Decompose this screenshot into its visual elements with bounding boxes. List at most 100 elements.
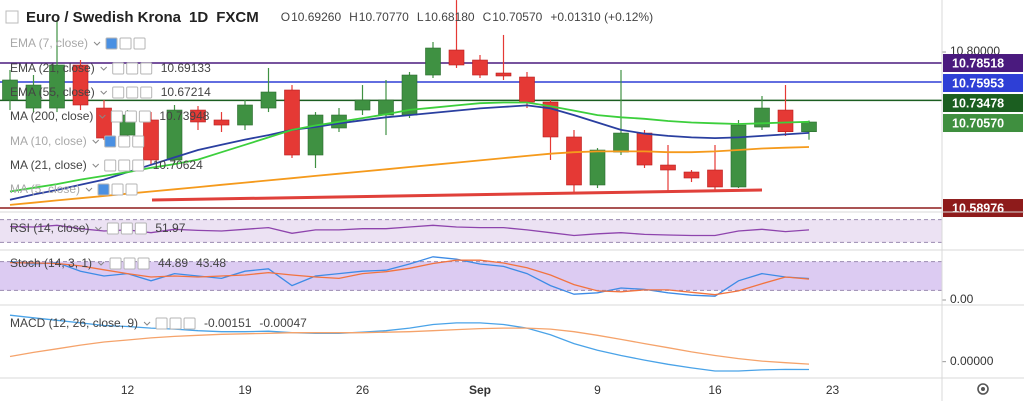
legend-icon (183, 317, 196, 330)
candle-body (472, 59, 488, 76)
candle-body (284, 89, 300, 156)
candle-body (519, 76, 535, 103)
header-open-label: O (281, 10, 290, 24)
legend-icon (155, 317, 168, 330)
header-low: 10.68180 (425, 10, 475, 24)
price-label-box (943, 114, 1023, 133)
legend-label: EMA (55, close) (10, 85, 95, 99)
x-tick-label: 9 (594, 383, 601, 397)
legend-chevron (92, 163, 100, 168)
legend-chevron (92, 139, 100, 144)
legend-label: EMA (7, close) (10, 36, 88, 50)
header-close-label: C (483, 10, 492, 24)
legend-icon (132, 159, 145, 172)
legend-value: 10.69133 (161, 61, 211, 75)
x-tick-label: 19 (238, 383, 252, 397)
candle-body (589, 149, 606, 186)
legend-icon (126, 62, 139, 75)
legend-icon (109, 257, 122, 270)
candle-body (260, 91, 277, 109)
legend-icon (105, 37, 118, 50)
legend-icon (119, 37, 132, 50)
legend-value: 51.97 (155, 221, 185, 235)
legend-icon (138, 110, 151, 123)
legend-icon (97, 183, 110, 196)
price-label: 10.78518 (952, 56, 1004, 70)
price-label-box (943, 94, 1023, 113)
legend-value: -0.00151 (204, 316, 252, 330)
legend-icon (120, 222, 133, 235)
candle-body (96, 107, 112, 139)
legend-label: MA (200, close) (10, 109, 93, 123)
legend-chevron (95, 226, 102, 231)
legend-chevron (143, 321, 151, 326)
trend-line (151, 188, 763, 202)
candle-body (683, 171, 700, 179)
candle-body (190, 109, 206, 123)
legend-value: -0.00047 (259, 316, 307, 330)
candle-body (566, 136, 582, 186)
price-label: 10.58976 (952, 201, 1004, 215)
symbol-checkbox[interactable] (5, 10, 19, 24)
legend-icon (112, 62, 125, 75)
legend-chevron (100, 66, 108, 71)
legend-label: MA (21, close) (10, 158, 87, 172)
legend-chevron (100, 90, 108, 95)
indicator-line (9, 314, 810, 372)
legend-icon (104, 159, 117, 172)
candle-body (495, 72, 512, 77)
legend-icon (118, 135, 131, 148)
legend-icon (140, 86, 153, 99)
indicator-line (9, 327, 810, 365)
legend-icon (124, 110, 137, 123)
legend-label: MACD (12, 26, close, 9) (10, 316, 138, 330)
legend-icon (125, 183, 138, 196)
price-label-box (943, 74, 1023, 93)
candle-body (307, 114, 324, 156)
legend-icon (110, 110, 123, 123)
header-source: FXCM (216, 9, 259, 26)
legend-icon (132, 135, 145, 148)
header-interval: 1D (189, 9, 208, 26)
header-open: 10.69260 (291, 10, 341, 24)
candle-body (237, 104, 253, 126)
candle-body (49, 64, 65, 109)
settings-gear[interactable] (977, 383, 989, 395)
legend-chevron (85, 187, 93, 192)
price-label-box (943, 199, 1023, 218)
text-layer: Euro / Swedish Krona 1D FXCM O 10.69260 H 10.… (5, 9, 1023, 397)
legend-icon (137, 257, 150, 270)
legend-value: 10.73948 (159, 109, 209, 123)
candle-body (777, 109, 794, 133)
legend-label: MA (5, close) (10, 182, 80, 196)
grid-layer (0, 51, 946, 363)
indicator-line (9, 256, 810, 297)
candle-body (166, 109, 183, 161)
candle-body (2, 79, 18, 101)
legend-icon (123, 257, 136, 270)
settings-gear-hub[interactable] (981, 387, 985, 391)
y-tick-label: 0.00000 (950, 354, 994, 368)
indicator-line (9, 259, 810, 296)
legend-icon (133, 37, 146, 50)
candle-body (213, 119, 230, 126)
legend-chevron (93, 41, 101, 46)
candle-body (707, 169, 723, 188)
x-tick-label: Sep (469, 383, 491, 397)
candle-body (354, 99, 371, 111)
legend-icon (134, 222, 147, 235)
price-label-box (943, 54, 1023, 73)
legend-value: 43.48 (196, 256, 226, 270)
header-change: +0.01310 (+0.12%) (550, 10, 653, 24)
x-tick-label: 16 (708, 383, 722, 397)
x-tick-label: 12 (121, 383, 135, 397)
legend-icon (112, 86, 125, 99)
settings-icon[interactable] (977, 383, 989, 395)
legend-icon (169, 317, 182, 330)
legend-icon (111, 183, 124, 196)
candle-body (730, 124, 747, 188)
candle-body (613, 132, 629, 153)
header-high: 10.70770 (359, 10, 409, 24)
